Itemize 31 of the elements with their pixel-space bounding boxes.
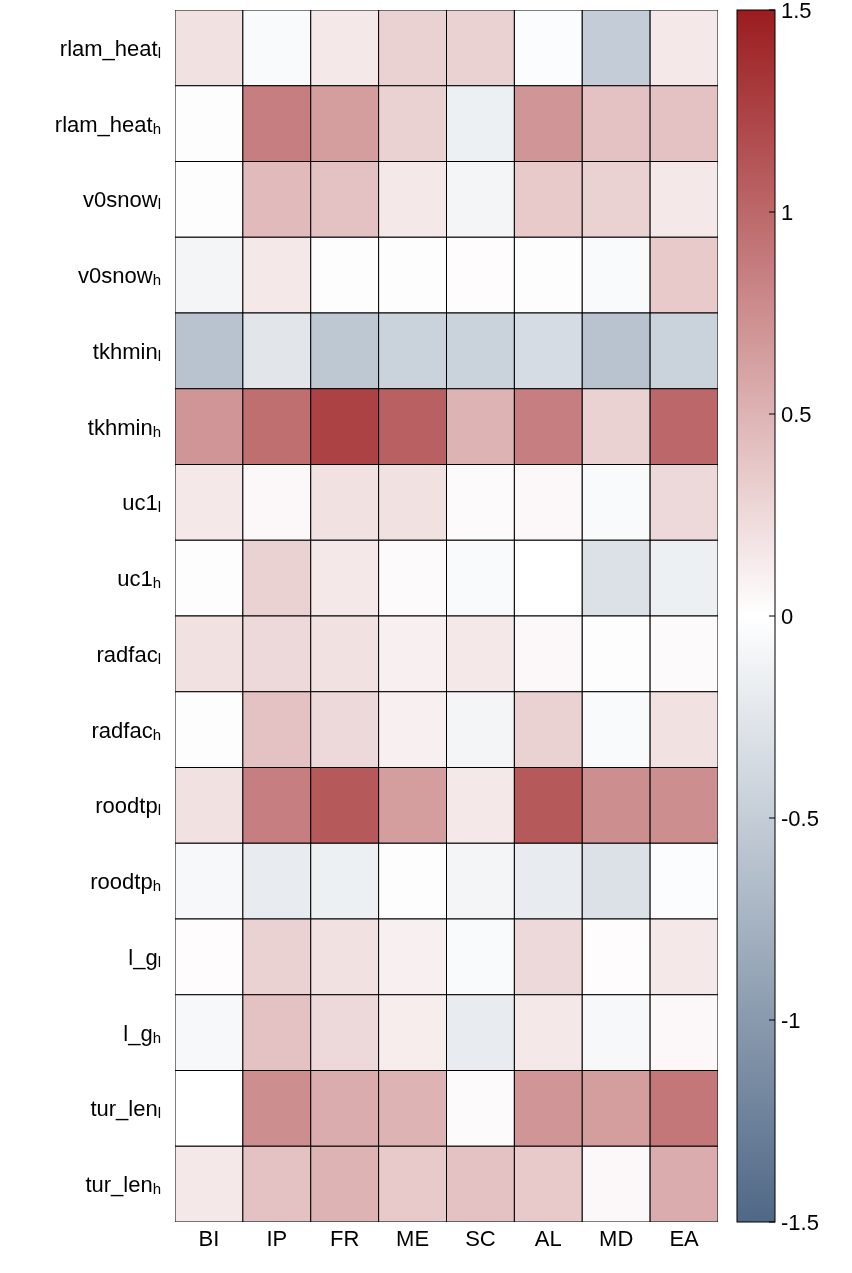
x-tick-label: ME [396, 1225, 430, 1251]
color-bar-label: -1 [781, 1007, 801, 1033]
y-tick-label: tur_len$_{l}$ [90, 1095, 161, 1122]
y-tick-label: uc1$_{l}$ [122, 489, 161, 516]
x-tick-label: MD [599, 1225, 634, 1251]
y-tick-label: tkhmin$_{h}$ [87, 414, 161, 440]
color-bar-label: 0.5 [781, 401, 812, 427]
x-tick-label: EA [669, 1225, 700, 1251]
color-bar-label: -0.5 [781, 805, 819, 831]
x-tick-label: SC [465, 1225, 496, 1251]
x-tick-label: IP [266, 1225, 288, 1251]
y-tick-label: l_g$_{l}$ [128, 944, 161, 970]
x-tick-label: BI [198, 1225, 220, 1251]
color-bar-label: 0 [781, 603, 794, 629]
color-bar-label: -1.5 [781, 1209, 819, 1235]
y-tick-label: tkhmin$_{l}$ [92, 338, 161, 364]
y-tick-label: l_g$_{h}$ [123, 1020, 161, 1046]
y-tick-label: radfac$_{h}$ [91, 717, 161, 743]
y-tick-label: rlam_heat$_{h}$ [54, 111, 161, 137]
y-tick-label: roodtp$_{l}$ [95, 792, 161, 819]
y-tick-label: roodtp$_{h}$ [90, 868, 161, 895]
color-bar-label: 1 [781, 199, 794, 225]
x-tick-label: AL [534, 1225, 562, 1251]
y-tick-label: uc1$_{h}$ [117, 565, 161, 592]
y-tick-label: rlam_heat$_{l}$ [59, 35, 161, 61]
x-tick-label: FR [330, 1225, 360, 1251]
y-tick-label: tur_len$_{h}$ [85, 1171, 161, 1198]
y-tick-label: v0snow$_{l}$ [83, 186, 161, 213]
y-tick-label: v0snow$_{h}$ [78, 262, 161, 289]
y-tick-label: radfac$_{l}$ [96, 641, 161, 667]
color-bar-label: 1.5 [781, 0, 812, 23]
